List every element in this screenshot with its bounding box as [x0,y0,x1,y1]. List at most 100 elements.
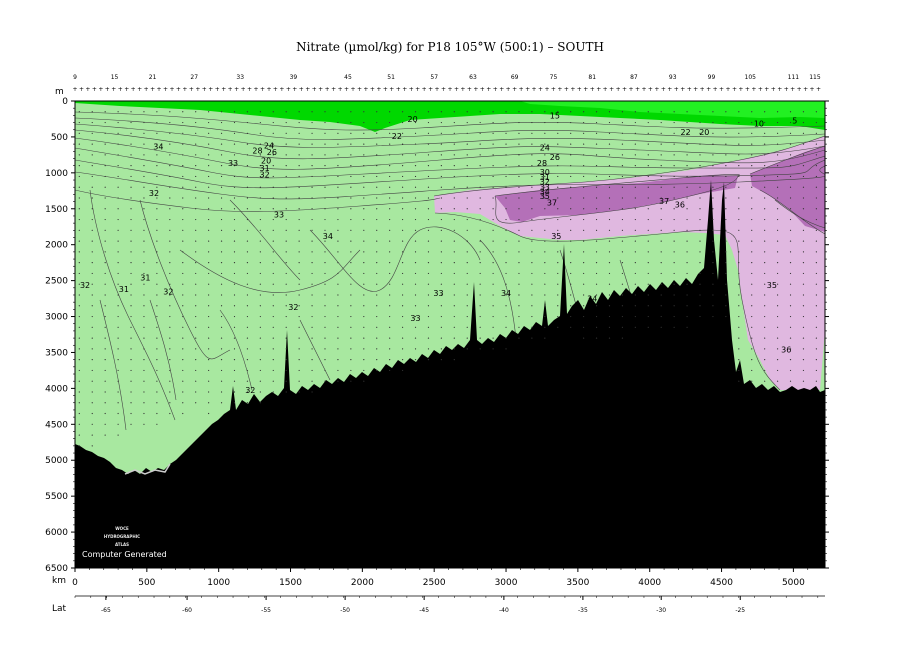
sample-dot [104,305,106,307]
sample-dot [440,294,442,296]
sample-dot [466,208,468,210]
sample-dot [518,240,520,242]
sample-dot [440,240,442,242]
station-number-label: 57 [430,74,438,81]
sample-dot [595,240,598,242]
sample-dot [492,208,494,210]
sample-dot [453,208,455,210]
sample-dot [802,218,805,221]
sample-dot [802,165,805,167]
sample-dot [776,240,779,242]
sample-dot [647,315,649,318]
station-marker: + [415,86,420,93]
sample-dot [608,294,611,296]
sample-dot [311,132,313,134]
sample-dot [544,251,546,253]
sample-dot [815,143,817,145]
sample-dot [130,369,132,372]
sample-dot [608,154,611,156]
sample-dot [557,272,559,275]
sample-dot [363,218,365,221]
sample-dot [738,111,740,113]
sample-dot [324,251,326,253]
sample-dot [518,165,520,167]
sample-dot [531,229,533,231]
sample-dot [608,229,611,231]
sample-dot [479,111,481,113]
sample-dot [414,294,417,296]
sample-dot [350,165,352,167]
sample-dot [259,359,261,361]
sample-dot [647,272,649,275]
sample-dot [725,305,727,307]
sample-dot [220,348,223,350]
contour-label: 36 [781,346,791,355]
sample-dot [272,229,274,231]
sample-dot [376,208,378,210]
sample-dot [802,315,805,318]
sample-dot [130,251,132,253]
sample-dot [208,326,210,328]
sample-dot [531,121,533,124]
sample-dot [531,240,533,242]
sample-dot [544,143,546,145]
sample-dot [544,240,546,242]
contour-label: 32 [163,287,173,296]
sample-dot [311,197,313,199]
sample-dot [259,165,261,167]
contour-label: 33 [228,159,238,168]
sample-dot [233,262,236,264]
sample-dot [182,272,184,275]
distance-tick-label: 4500 [710,578,733,588]
sample-dot [673,121,675,124]
sample-dot [143,262,145,264]
sample-dot [208,229,210,231]
sample-dot [363,251,365,253]
sample-dot [570,294,572,296]
sample-dot [169,348,171,350]
sample-dot [660,305,662,307]
sample-dot [91,218,93,221]
station-marker: + [590,86,595,93]
sample-dot [324,326,326,328]
sample-dot [220,132,223,134]
contour-label: 24 [540,144,550,153]
sample-dot [634,208,636,210]
distance-tick-label: 4000 [638,578,661,588]
sample-dot [298,359,300,361]
sample-dot [440,229,442,231]
sample-dot [440,359,442,361]
sample-dot [738,251,740,253]
contour-label: 32 [288,303,298,312]
sample-dot [699,208,701,210]
sample-dot [789,272,792,275]
sample-dot [634,143,636,145]
sample-dot [557,326,559,328]
sample-dot [337,208,339,210]
sample-dot [220,165,223,167]
sample-dot [220,262,223,264]
sample-dot [298,229,300,231]
sample-dot [673,240,675,242]
sample-dot [311,283,313,285]
sample-dot [156,262,158,264]
sample-dot [104,380,106,382]
sample-dot [104,218,106,221]
sample-dot [595,143,598,145]
sample-dot [647,197,649,199]
sample-dot [802,272,805,275]
sample-dot [544,305,546,307]
sample-dot [725,197,727,199]
sample-dot [91,272,93,275]
sample-dot [751,229,753,231]
sample-dot [583,121,585,124]
sample-dot [337,251,339,253]
station-marker: + [810,86,815,93]
sample-dot [337,283,339,285]
sample-dot [776,315,779,318]
station-number-label: 93 [669,74,677,81]
sample-dot [78,283,80,285]
sample-dot [595,154,598,156]
sample-dot [337,229,339,231]
sample-dot [557,229,559,231]
